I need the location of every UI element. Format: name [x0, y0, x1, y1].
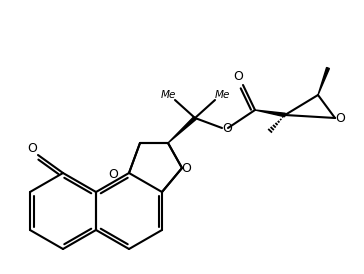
Polygon shape	[168, 117, 196, 143]
Text: Me: Me	[214, 90, 230, 100]
Text: O: O	[181, 161, 191, 175]
Text: O: O	[222, 121, 232, 135]
Text: Me: Me	[160, 90, 176, 100]
Text: O: O	[335, 112, 345, 124]
Polygon shape	[255, 110, 285, 117]
Text: O: O	[233, 70, 243, 84]
Text: O: O	[27, 142, 37, 156]
Polygon shape	[318, 67, 329, 95]
Text: O: O	[108, 169, 118, 181]
